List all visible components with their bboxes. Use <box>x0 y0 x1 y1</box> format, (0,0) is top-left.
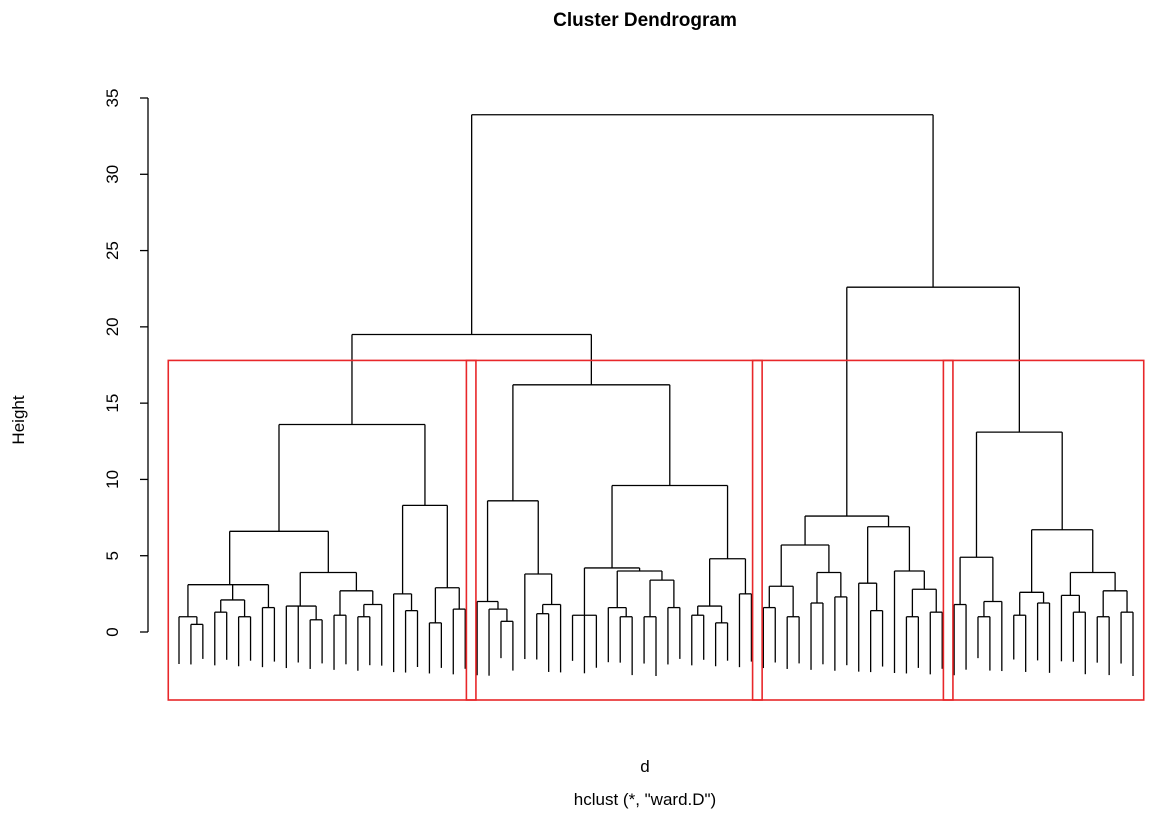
y-tick-label: 30 <box>103 165 122 184</box>
cluster-box <box>942 359 1145 701</box>
cluster-box <box>465 359 763 701</box>
y-tick-label: 5 <box>103 551 122 560</box>
y-axis: 0 5 10 15 20 25 30 35 <box>103 89 149 637</box>
cluster-box <box>751 359 954 701</box>
cluster-box <box>167 359 477 701</box>
y-axis-label: Height <box>9 395 28 444</box>
y-tick-label: 20 <box>103 317 122 336</box>
chart-title: Cluster Dendrogram <box>553 10 737 31</box>
chart-subtitle: hclust (*, "ward.D") <box>574 790 716 809</box>
x-axis-label: d <box>640 757 649 776</box>
y-tick-label: 15 <box>103 394 122 413</box>
y-tick-label: 35 <box>103 89 122 108</box>
y-tick-label: 0 <box>103 627 122 636</box>
dendrogram-tree <box>178 114 1134 676</box>
cluster-rectangles <box>167 359 1145 701</box>
y-tick-label: 25 <box>103 241 122 260</box>
y-tick-label: 10 <box>103 470 122 489</box>
